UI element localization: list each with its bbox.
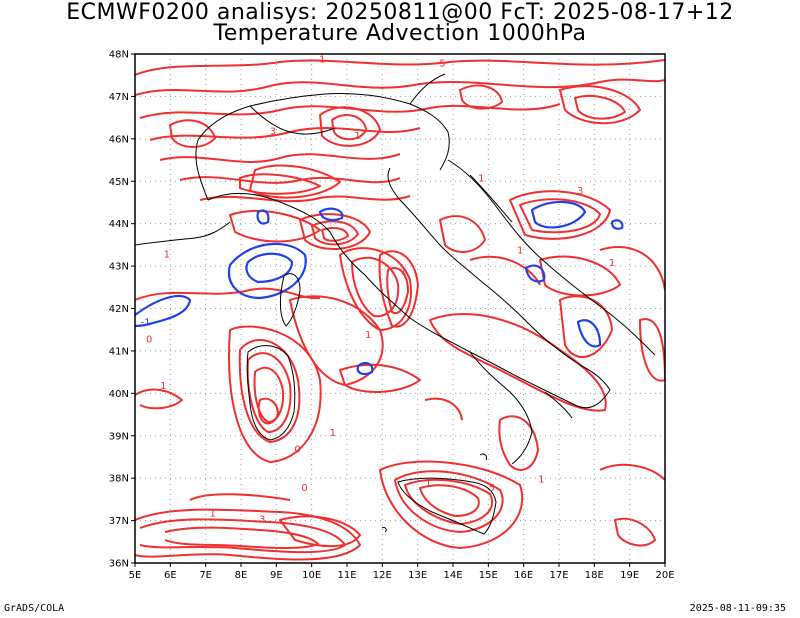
lon-tick-label: 8E — [235, 570, 248, 581]
contour-label: 5 — [489, 483, 495, 494]
lon-tick-label: 7E — [199, 570, 212, 581]
latitude-axis: 48N 47N 46N 45N 44N 43N 42N 41N 40N 39N 38N 37N 36N — [109, 50, 135, 570]
lon-tick-label: 13E — [408, 570, 427, 581]
positive-advection-contours — [135, 59, 665, 561]
contour-label: 1 — [354, 131, 360, 142]
lon-tick-label: 10E — [302, 570, 321, 581]
lat-tick-label: 36N — [109, 559, 129, 570]
lat-tick-label: 38N — [109, 474, 129, 485]
contour-label: 1 — [365, 330, 371, 341]
lat-tick-label: 43N — [109, 262, 129, 273]
lat-tick-label: 48N — [109, 50, 129, 61]
map-title-line-1: ECMWF0200 analisys: 20250811@00 FcT: 202… — [66, 0, 734, 25]
contour-label: 3 — [259, 515, 265, 526]
lon-tick-label: 19E — [620, 570, 639, 581]
contour-label: 1 — [517, 245, 523, 256]
lon-tick-label: 14E — [443, 570, 462, 581]
contour-label: 0 — [301, 483, 307, 494]
lat-tick-label: 37N — [109, 516, 129, 527]
lon-tick-label: 15E — [479, 570, 498, 581]
contour-label: 0 — [146, 334, 152, 345]
contour-label: 3 — [270, 127, 276, 138]
lon-tick-label: 20E — [655, 570, 674, 581]
footer-timestamp: 2025-08-11-09:35 — [689, 603, 786, 614]
contour-label: 1 — [538, 474, 544, 485]
contour-label: 1 — [609, 258, 615, 269]
lon-tick-label: 12E — [373, 570, 392, 581]
lat-tick-label: 42N — [109, 304, 129, 315]
lat-tick-label: 40N — [109, 389, 129, 400]
contour-label: 1 — [164, 250, 170, 261]
lon-tick-label: 18E — [585, 570, 604, 581]
lat-tick-label: 39N — [109, 431, 129, 442]
map-title-line-2: Temperature Advection 1000hPa — [213, 21, 587, 46]
lon-tick-label: 9E — [270, 570, 283, 581]
contour-labels: 1 -1 0 1 1 0 0 1 3 1 1 5 1 3 1 1 5 1 3 1 1 1 — [141, 54, 616, 525]
coastlines-and-borders — [135, 73, 656, 535]
lat-tick-label: 44N — [109, 219, 129, 230]
lat-tick-label: 47N — [109, 92, 129, 103]
contour-label: 0 — [294, 445, 300, 456]
contour-label: 1 — [425, 479, 431, 490]
lat-tick-label: 45N — [109, 177, 129, 188]
contour-label: 1 — [319, 54, 325, 65]
contour-label: 1 — [160, 381, 166, 392]
contour-label: 1 — [210, 508, 216, 519]
contour-label: 1 — [478, 173, 484, 184]
contour-label: 5 — [439, 59, 445, 70]
lon-tick-label: 17E — [549, 570, 568, 581]
longitude-axis: 5E 6E 7E 8E 9E 10E 11E 12E 13E 14E 15E 16E 17E 18E 19E… — [129, 563, 675, 581]
lat-tick-label: 41N — [109, 346, 129, 357]
lon-tick-label: 16E — [514, 570, 533, 581]
contour-label: 3 — [577, 186, 583, 197]
negative-advection-contours — [135, 200, 624, 376]
lon-tick-label: 5E — [129, 570, 142, 581]
contour-label: -1 — [141, 317, 151, 328]
contour-label: 1 — [400, 267, 406, 278]
contour-label: 1 — [330, 428, 336, 439]
footer-credit: GrADS/COLA — [4, 603, 65, 614]
lon-tick-label: 6E — [164, 570, 177, 581]
lat-tick-label: 46N — [109, 134, 129, 145]
lon-tick-label: 11E — [337, 570, 356, 581]
